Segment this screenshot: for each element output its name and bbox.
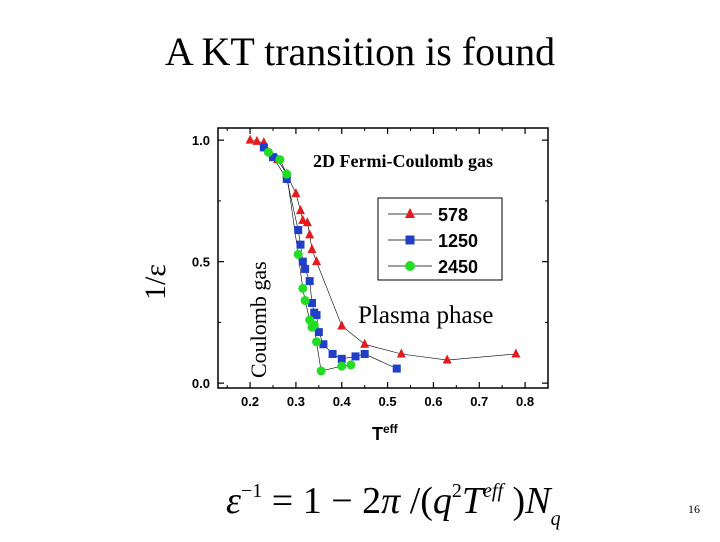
x-axis-label-sup: eff [383,422,399,436]
point-1250 [314,328,323,337]
x-tick-label: 0.2 [241,394,259,409]
chart-marks [245,134,521,376]
point-578 [298,214,308,224]
point-578 [312,256,322,266]
point-1250 [392,364,401,373]
point-2450 [282,169,292,179]
legend-label: 1250 [438,231,478,251]
point-2450 [300,296,310,306]
legend-label: 2450 [438,257,478,277]
point-1250 [259,143,268,152]
legend-rows: 578 1250 2450 [388,205,478,277]
point-578 [252,135,262,145]
formula-exponent: −1 [240,480,263,502]
formula-sub-q: q [550,508,561,530]
chart-frame [217,127,549,389]
point-578 [291,188,301,198]
legend-marker-578 [405,208,415,218]
point-1250 [319,340,328,349]
formula-epsilon: ε [226,480,241,522]
slide-number: 16 [688,502,700,516]
point-1250 [307,298,316,307]
point-2450 [298,283,308,293]
point-578 [302,217,312,227]
point-2450 [275,155,285,165]
formula-pi: π [381,480,401,522]
x-tick-label: 0.4 [333,394,352,409]
formula-eq: = 1 − 2 [262,480,382,522]
legend: 578 1250 2450 [377,197,503,281]
y-tick-label: 0.0 [192,376,210,391]
point-578 [307,243,317,253]
coulomb-gas-label: Coulomb gas [246,261,271,378]
point-2450 [337,361,347,371]
point-2450 [263,147,273,157]
formula-slash: /( [400,480,433,522]
legend-marker-2450 [405,261,415,271]
formula-T: T [461,480,484,522]
point-578 [360,338,370,348]
point-1250 [328,349,337,358]
formula: ε−1 = 1 − 2π /(q2Teff )Nq [226,468,561,542]
legend-label: 578 [438,205,468,225]
point-2450 [293,249,303,259]
point-578 [337,320,347,330]
point-2450 [312,337,322,347]
point-1250 [301,264,310,273]
formula-q: q [432,480,452,522]
point-1250 [282,175,291,184]
plot-frame [217,127,549,389]
x-tick-label: 0.6 [424,394,442,409]
point-1250 [337,354,346,363]
y-axis-label: 1/ε [139,264,172,300]
chart-ticks: 0.2 0.3 0.4 0.5 0.6 0.7 0.8 0.0 0.5 1.0 [192,128,549,409]
point-2450 [309,320,319,330]
x-tick-label: 0.7 [470,394,488,409]
slide-title: A KT transition is found [164,29,556,74]
point-578 [396,348,406,358]
point-578 [305,229,315,239]
x-tick-label: 0.8 [516,394,534,409]
point-578 [511,348,521,358]
x-axis-label-main: T [372,424,383,444]
plasma-phase-label: Plasma phase [358,302,493,329]
point-1250 [294,226,303,235]
x-tick-label: 0.3 [287,394,305,409]
chart-title: 2D Fermi-Coulomb gas [313,151,493,171]
point-1250 [351,352,360,361]
point-578 [296,205,305,215]
x-axis-label: Teff [372,422,399,444]
point-578 [442,354,452,364]
formula-close: ) [503,480,526,522]
point-1250 [298,257,307,266]
point-1250 [312,311,321,320]
y-tick-label: 1.0 [192,133,210,148]
formula-q-power: 2 [451,480,462,502]
point-2450 [346,360,356,370]
x-tick-label: 0.5 [379,394,397,409]
point-578 [245,134,255,144]
point-1250 [305,277,314,286]
formula-eff: eff [483,480,504,502]
series-line-2450 [268,152,351,372]
point-1250 [269,153,277,162]
point-2450 [316,366,326,376]
point-1250 [296,240,305,249]
legend-marker-1250 [405,235,415,245]
y-tick-label: 0.5 [192,255,210,270]
point-1250 [360,349,369,358]
formula-N: N [525,480,551,522]
